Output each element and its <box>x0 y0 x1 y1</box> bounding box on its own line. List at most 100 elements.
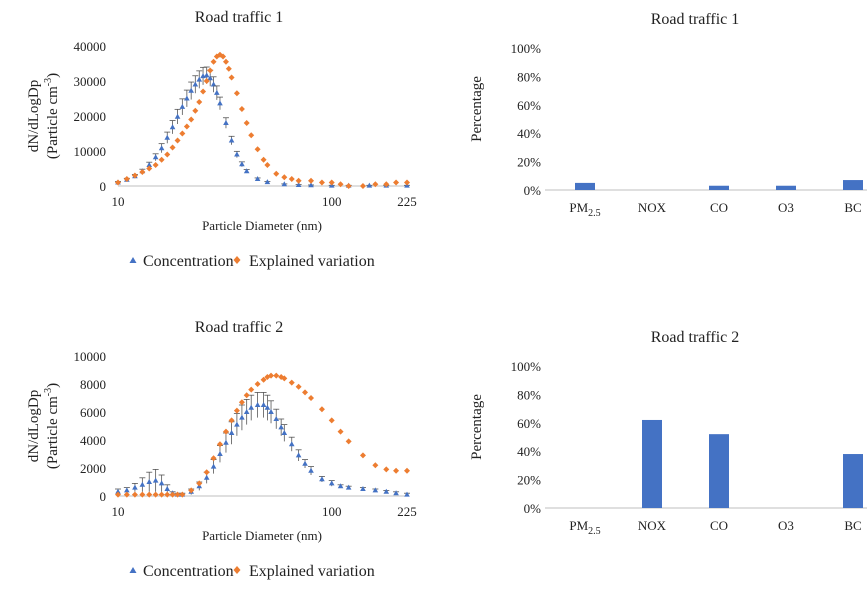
x-tick-label: PM2.5 <box>569 518 600 537</box>
data-point <box>281 181 288 187</box>
data-point <box>158 156 165 163</box>
data-point <box>254 381 261 387</box>
y-axis-label-close: ) <box>45 383 61 388</box>
data-point <box>318 179 325 186</box>
y-tick-label: 0% <box>524 183 542 198</box>
data-point <box>174 491 181 498</box>
x-tick-label: BC <box>844 200 861 215</box>
data-point <box>239 414 245 420</box>
data-point <box>238 399 245 406</box>
legend-item-explained-variation: Explained variation <box>249 563 375 580</box>
data-point <box>359 183 366 189</box>
y-axis-label-line2: (Particle cm-3) <box>43 383 61 469</box>
data-point <box>196 480 203 487</box>
y-tick-label: 8000 <box>80 377 106 392</box>
pollutant-bar-chart-2: Road traffic 2 0% 20% 40% 60% 80% 100% Percenta… <box>469 329 867 537</box>
data-point <box>372 462 379 469</box>
bar <box>709 434 729 508</box>
data-point <box>223 439 229 445</box>
x-tick-label: NOX <box>638 200 667 215</box>
data-point <box>228 74 235 81</box>
size-distribution-chart-1: Road traffic 10100002000030000400000%20%… <box>26 9 417 270</box>
series-concentration <box>115 66 410 188</box>
pollutant-bar-chart-1: Road traffic 1 0% 20% 40% 60% 80% 100% Percenta… <box>469 11 867 219</box>
y-tick-label: 10000 <box>74 144 107 159</box>
data-point <box>152 477 159 483</box>
data-point <box>152 162 159 168</box>
data-point <box>216 441 223 448</box>
legend: Concentration Explained variation <box>129 253 375 270</box>
data-point <box>345 183 352 189</box>
data-point <box>174 113 181 119</box>
bar <box>642 419 662 508</box>
data-point <box>188 487 195 494</box>
data-point <box>214 89 220 95</box>
data-point <box>207 67 214 74</box>
data-point <box>359 452 366 459</box>
data-point <box>295 452 302 458</box>
y-axis-label-line1: dN/dLogDp <box>26 390 42 463</box>
data-point <box>203 469 210 476</box>
y-axis-label-line1: dN/dLogDp <box>26 80 42 153</box>
y-axis-label: Percentage <box>469 394 485 460</box>
data-point <box>308 467 314 473</box>
data-point <box>337 483 344 489</box>
data-point <box>243 409 250 414</box>
data-point <box>273 372 280 379</box>
y-tick-label: 40000 <box>74 39 107 54</box>
data-point <box>264 404 271 410</box>
y-tick-label: 60% <box>517 416 541 431</box>
data-point <box>169 491 176 498</box>
data-point <box>248 386 255 393</box>
data-point <box>188 116 195 123</box>
data-point <box>233 90 240 97</box>
data-point <box>146 491 153 498</box>
data-point <box>254 146 261 153</box>
y-axis-label: Percentage <box>469 76 485 142</box>
data-point <box>183 123 190 130</box>
data-point <box>248 404 255 410</box>
series-concentration <box>115 392 410 497</box>
chart-title: Road traffic 1 <box>651 11 740 28</box>
bar <box>843 454 863 508</box>
data-point <box>345 438 352 445</box>
data-point <box>360 486 366 491</box>
data-point <box>152 154 159 160</box>
data-point <box>319 476 325 482</box>
data-point <box>308 395 315 401</box>
data-point <box>131 491 138 498</box>
y-tick-label: 20% <box>517 473 541 488</box>
data-point <box>124 487 130 493</box>
x-tick-label: 100 <box>322 504 342 519</box>
data-point <box>164 151 171 158</box>
data-point <box>192 107 199 114</box>
legend: Concentration Explained variation <box>129 563 375 580</box>
data-point <box>210 81 217 87</box>
y-axis-label-unit: (Particle cm <box>45 86 61 159</box>
x-tick-label-main: PM <box>569 200 588 215</box>
data-point <box>217 451 223 456</box>
y-axis-label-line2: (Particle cm-3) <box>43 73 61 159</box>
data-point <box>146 162 153 167</box>
y-axis-label-exponent: -3 <box>43 388 54 396</box>
x-axis-label: Particle Diameter (nm) <box>202 218 322 233</box>
x-tick-label: O3 <box>778 518 794 533</box>
data-point <box>281 375 288 382</box>
data-point <box>393 179 400 186</box>
data-point <box>139 491 146 498</box>
legend-item-concentration: Concentration <box>143 253 234 270</box>
y-tick-label: 2000 <box>80 461 106 476</box>
data-point <box>158 491 165 498</box>
data-point <box>123 491 130 498</box>
bar <box>843 180 863 190</box>
data-point <box>302 389 309 396</box>
data-point <box>366 182 373 188</box>
y-tick-label: 20000 <box>74 109 107 124</box>
data-point <box>164 134 171 140</box>
data-point <box>383 466 390 473</box>
size-distribution-chart-2: Road traffic 202000400060008000100000%20… <box>26 319 417 580</box>
data-point <box>372 181 379 188</box>
data-point <box>239 161 245 167</box>
x-tick-label: 225 <box>397 194 417 209</box>
data-point <box>192 81 199 87</box>
